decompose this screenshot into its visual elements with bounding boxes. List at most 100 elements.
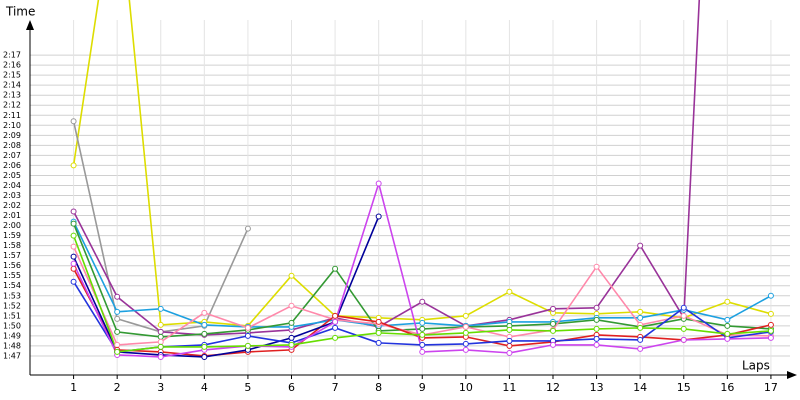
data-point [288, 319, 295, 326]
data-point [462, 323, 469, 330]
data-point [680, 304, 687, 311]
data-point [201, 309, 208, 316]
data-point [419, 298, 426, 305]
data-point [550, 305, 557, 312]
data-point [114, 315, 121, 322]
data-point [288, 302, 295, 309]
x-tick-label: 6 [288, 381, 295, 394]
data-point [70, 162, 77, 169]
data-point [637, 308, 644, 315]
data-point [724, 298, 731, 305]
data-point [419, 341, 426, 348]
data-point [724, 316, 731, 323]
data-point [767, 292, 774, 299]
x-tick-label: 1 [70, 381, 77, 394]
y-tick-label: 1:49 [3, 331, 21, 340]
y-tick-label: 1:55 [3, 271, 21, 280]
y-tick-label: 2:17 [3, 51, 21, 60]
data-point [550, 320, 557, 327]
y-tick-label: 1:56 [3, 261, 21, 270]
data-point [244, 342, 251, 349]
data-point [419, 325, 426, 332]
x-tick-label: 16 [720, 381, 734, 394]
y-tick-label: 1:50 [3, 321, 21, 330]
data-point [637, 345, 644, 352]
data-point [288, 334, 295, 341]
x-tick-label: 13 [590, 381, 604, 394]
y-tick-label: 2:02 [3, 201, 21, 210]
data-point [375, 180, 382, 187]
y-tick-label: 2:07 [3, 151, 21, 160]
data-point [201, 330, 208, 337]
data-point [419, 348, 426, 355]
data-point [680, 312, 687, 319]
data-point [114, 348, 121, 355]
data-point [375, 318, 382, 325]
x-tick-label: 4 [201, 381, 208, 394]
x-tick-label: 11 [502, 381, 516, 394]
data-point [201, 321, 208, 328]
data-point [157, 333, 164, 340]
series-line [72, 216, 380, 358]
x-arrow [787, 371, 797, 379]
data-point [332, 334, 339, 341]
data-point [70, 208, 77, 215]
y-tick-label: 2:01 [3, 211, 21, 220]
data-point [637, 314, 644, 321]
x-axis-label: Laps [742, 359, 770, 373]
y-tick-label: 2:16 [3, 61, 21, 70]
y-arrow [26, 20, 34, 30]
plot [70, 0, 774, 360]
y-tick-label: 2:11 [3, 111, 21, 120]
y-tick-label: 1:47 [3, 351, 21, 360]
series-line [72, 0, 701, 336]
data-point [70, 243, 77, 250]
x-tick-label: 12 [546, 381, 560, 394]
y-tick-label: 2:00 [3, 221, 21, 230]
y-tick-label: 2:14 [3, 81, 21, 90]
data-point [593, 341, 600, 348]
y-tick-label: 1:51 [3, 311, 21, 320]
data-point [114, 341, 121, 348]
y-tick-label: 1:48 [3, 341, 21, 350]
data-point [593, 263, 600, 270]
data-point [506, 326, 513, 333]
data-point [593, 325, 600, 332]
x-tick-label: 2 [114, 381, 121, 394]
data-point [332, 318, 339, 325]
data-point [332, 312, 339, 319]
x-tick-label: 10 [459, 381, 473, 394]
data-point [201, 343, 208, 350]
data-point [375, 339, 382, 346]
data-point [157, 328, 164, 335]
y-axis-label: Time [5, 5, 35, 19]
data-point [767, 327, 774, 334]
x-tick-label: 14 [633, 381, 647, 394]
y-tick-label: 2:15 [3, 71, 21, 80]
data-point [332, 324, 339, 331]
data-point [419, 319, 426, 326]
data-point [114, 328, 121, 335]
y-tick-label: 2:09 [3, 131, 21, 140]
x-tick-label: 15 [677, 381, 691, 394]
data-point [419, 331, 426, 338]
x-tick-label: 9 [419, 381, 426, 394]
data-point [637, 242, 644, 249]
data-point [767, 321, 774, 328]
y-tick-label: 2:04 [3, 181, 21, 190]
data-point [114, 308, 121, 315]
x-tick-label: 5 [244, 381, 251, 394]
data-point [70, 260, 77, 267]
data-point [70, 232, 77, 239]
y-tick-label: 2:06 [3, 161, 21, 170]
data-point [506, 337, 513, 344]
y-tick-label: 1:53 [3, 291, 21, 300]
data-point [506, 349, 513, 356]
data-point [593, 316, 600, 323]
y-tick-label: 2:08 [3, 141, 21, 150]
data-point [244, 324, 251, 331]
x-tick-label: 3 [157, 381, 164, 394]
data-point [724, 322, 731, 329]
y-tick-label: 1:54 [3, 281, 21, 290]
